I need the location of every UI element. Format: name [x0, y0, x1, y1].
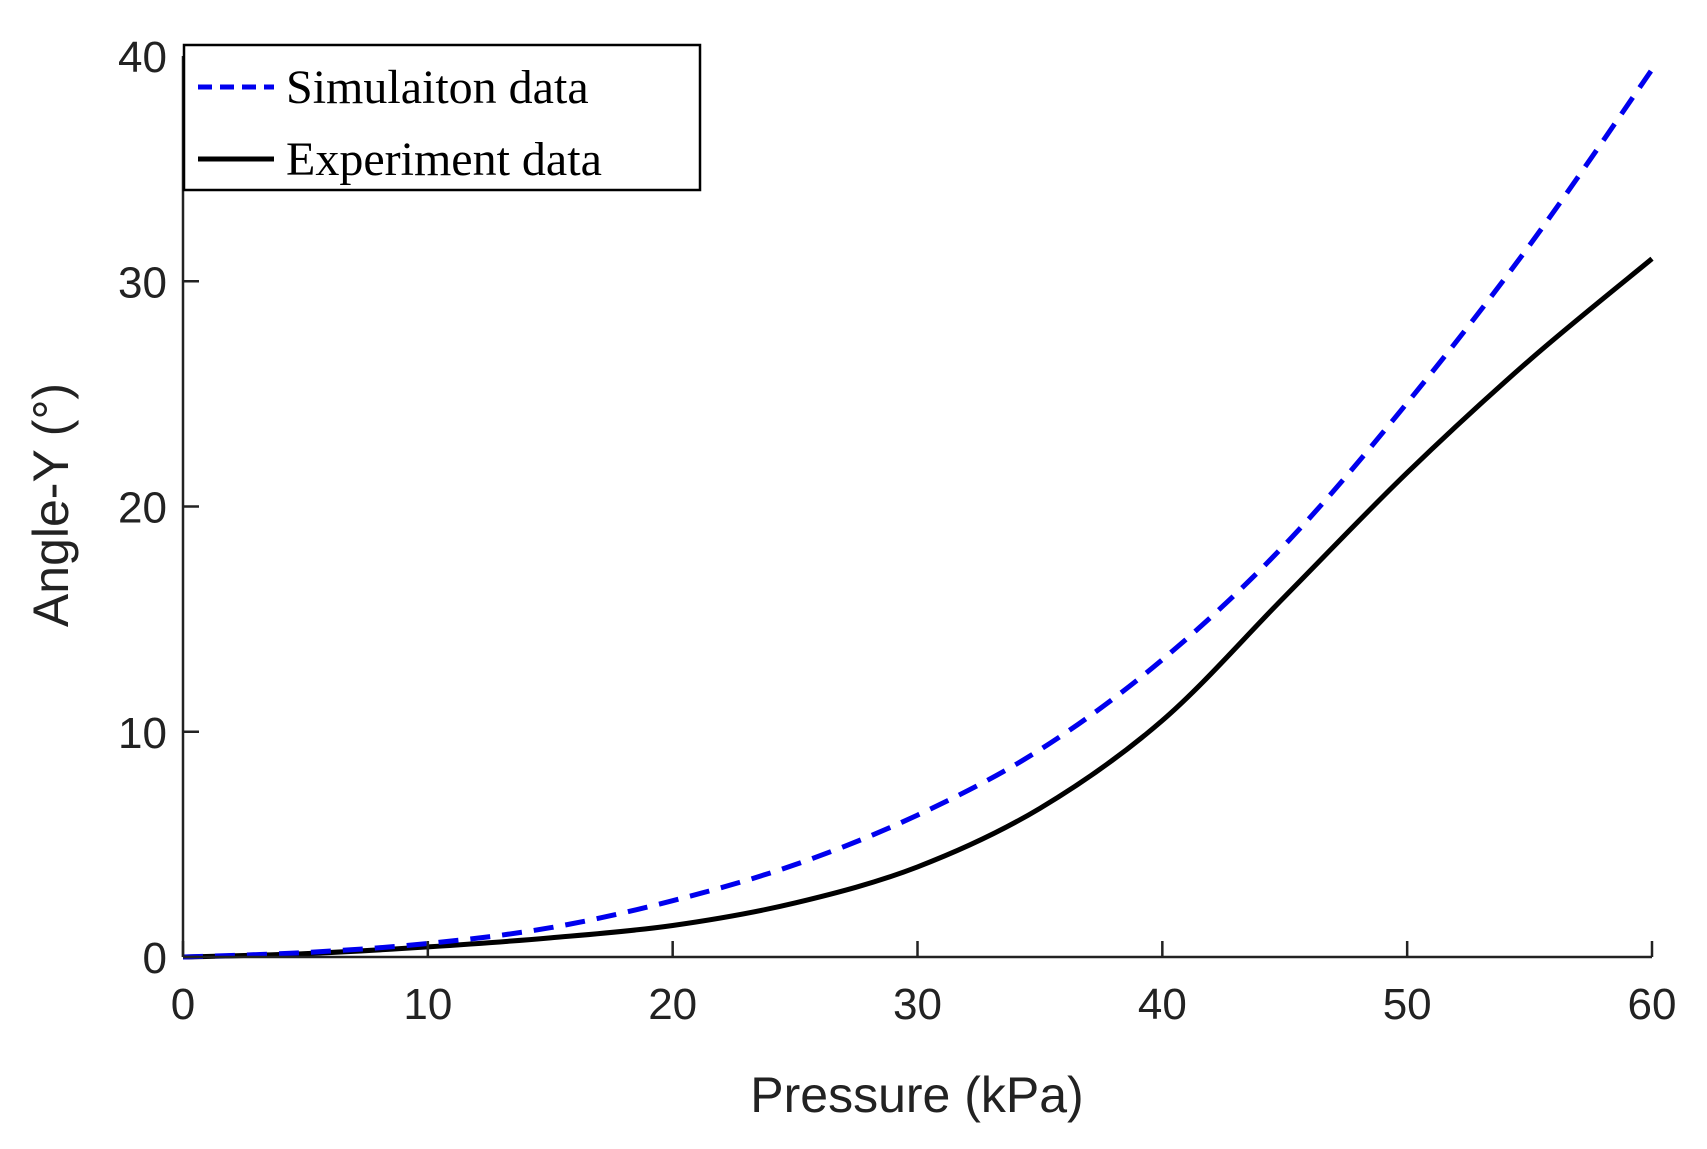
x-axis-label: Pressure (kPa): [750, 1067, 1083, 1123]
series-line-1: [182, 256, 1654, 960]
axes: 0 10 20 30 40 50 60 0 10 20 30 40: [118, 33, 1676, 1029]
x-tick-label: 30: [893, 980, 942, 1029]
y-tick-label: 0: [143, 934, 167, 983]
legend-label-1: Experiment data: [286, 133, 602, 186]
plot-area: [182, 68, 1655, 960]
y-tick-label: 10: [118, 709, 167, 758]
legend: Simulaiton data Experiment data: [182, 43, 702, 192]
y-tick-label: 40: [118, 33, 167, 82]
legend-box: [182, 43, 702, 192]
x-tick-label: 0: [171, 980, 195, 1029]
x-tick-label: 60: [1628, 980, 1677, 1029]
series-line-0: [182, 68, 1655, 960]
y-tick-label: 30: [118, 258, 167, 307]
y-axis-label: Angle-Y (°): [23, 383, 79, 627]
legend-label-0: Simulaiton data: [286, 61, 589, 114]
x-tick-label: 50: [1383, 980, 1432, 1029]
x-tick-label: 10: [403, 980, 452, 1029]
x-tick-label: 20: [648, 980, 697, 1029]
x-tick-label: 40: [1138, 980, 1187, 1029]
y-tick-label: 20: [118, 484, 167, 533]
